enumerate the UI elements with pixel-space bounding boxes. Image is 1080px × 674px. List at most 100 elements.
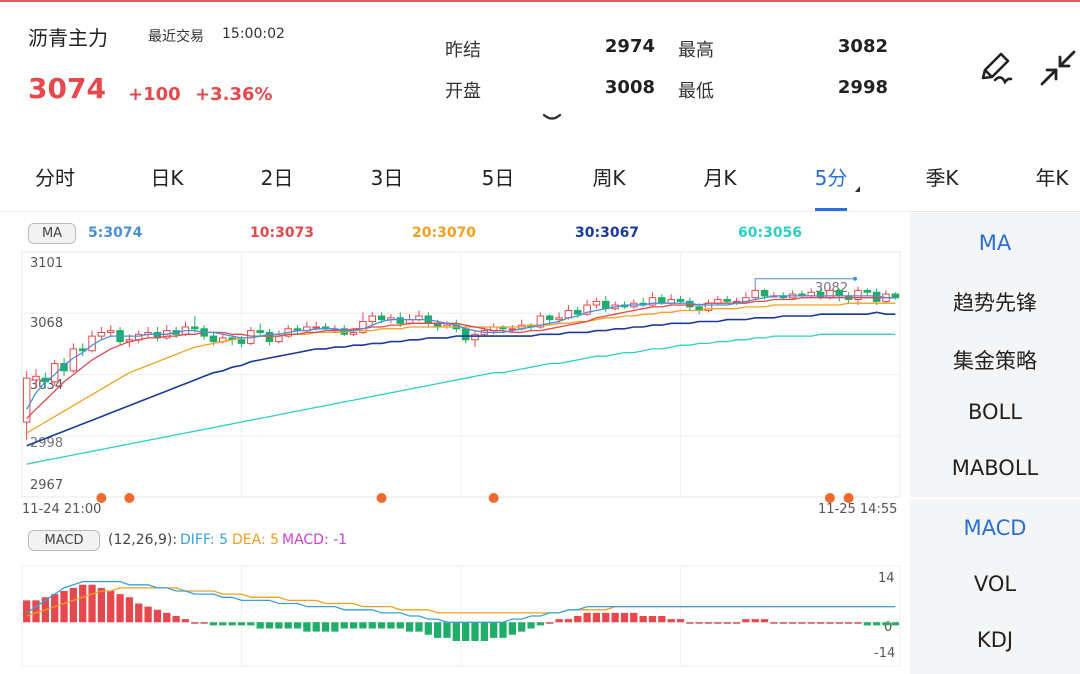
macd-bar xyxy=(564,619,573,623)
tab-daily-k[interactable]: 日K xyxy=(150,166,184,190)
candle-body xyxy=(237,339,246,344)
macd-bar xyxy=(555,619,563,623)
macd-bar xyxy=(284,622,292,629)
macd-bar xyxy=(658,616,666,623)
macd-bar xyxy=(732,622,741,624)
side-item-gold-strategy[interactable]: 集金策略 xyxy=(953,349,1037,373)
macd-bar xyxy=(592,612,601,623)
tab-monthly-k[interactable]: 月K xyxy=(703,166,737,190)
macd-bar xyxy=(23,600,31,623)
macd-bar xyxy=(583,612,591,623)
side-item-vol[interactable]: VOL xyxy=(973,572,1017,596)
candle-body xyxy=(349,331,358,335)
open-label: 开盘 xyxy=(445,81,481,102)
price-change: +100 xyxy=(128,84,181,105)
macd-bar xyxy=(667,619,675,623)
macd-bar xyxy=(788,622,797,624)
ma20-value: 20:3070 xyxy=(412,225,477,241)
tab-5-minute[interactable]: 5分 xyxy=(814,166,848,190)
low-price-marker: 2998 xyxy=(30,436,64,451)
macd-bar xyxy=(359,622,367,629)
tab-quarterly-k[interactable]: 季K xyxy=(925,166,959,190)
macd-bar xyxy=(340,622,348,629)
candle-body xyxy=(826,289,834,299)
candle-body xyxy=(760,289,769,297)
ma-indicator-badge[interactable]: MA xyxy=(28,223,76,244)
tab-yearly-k[interactable]: 年K xyxy=(1035,166,1069,190)
signal-dot xyxy=(96,493,107,503)
macd-bar xyxy=(32,600,40,623)
macd-bar xyxy=(256,622,264,629)
macd-bar xyxy=(424,622,432,635)
macd-bar xyxy=(303,622,311,632)
high-value: 3082 xyxy=(837,36,888,57)
last-trade-time: 15:00:02 xyxy=(222,26,285,42)
side-panel-divider xyxy=(910,497,1080,500)
macd-bar xyxy=(751,619,759,623)
shrink-icon[interactable] xyxy=(1038,48,1078,88)
macd-bar xyxy=(844,622,853,624)
macd-dea-value: DEA: 5 xyxy=(232,532,280,548)
macd-bar xyxy=(387,622,395,629)
macd-bar xyxy=(863,622,871,626)
side-item-maboll[interactable]: MABOLL xyxy=(951,456,1039,480)
tab-3-day[interactable]: 3日 xyxy=(370,166,404,190)
tab-2-day[interactable]: 2日 xyxy=(260,166,294,190)
macd-bar xyxy=(742,619,750,623)
active-tab-indicator xyxy=(815,208,847,211)
macd-bar xyxy=(480,622,488,641)
macd-bar xyxy=(723,622,731,624)
period-tabs: 分时 日K 2日 3日 5日 周K 月K 5分 季K 年K xyxy=(0,150,1080,212)
macd-bar xyxy=(676,619,685,623)
ma5-line xyxy=(26,295,896,410)
macd-bar xyxy=(144,606,152,623)
price-change-percent: +3.36% xyxy=(195,84,273,105)
y-tick-upper: 3068 xyxy=(30,316,64,331)
candle-body xyxy=(732,300,741,303)
candle-body xyxy=(835,289,844,297)
indicator-side-panel xyxy=(910,213,1080,674)
candle-body xyxy=(592,300,601,306)
chevron-down-icon[interactable] xyxy=(540,110,564,126)
side-item-trend-pioneer[interactable]: 趋势先锋 xyxy=(953,291,1037,315)
side-item-macd[interactable]: MACD xyxy=(963,516,1027,540)
macd-bar xyxy=(704,622,713,624)
tab-weekly-k[interactable]: 周K xyxy=(592,166,626,190)
macd-bar xyxy=(462,622,470,641)
macd-bar xyxy=(172,616,180,623)
macd-bar xyxy=(499,622,507,638)
candle-body xyxy=(648,297,657,306)
side-item-kdj[interactable]: KDJ xyxy=(976,628,1014,652)
macd-bar xyxy=(546,622,554,624)
open-value: 3008 xyxy=(604,77,655,98)
macd-bar xyxy=(396,622,404,629)
macd-bar xyxy=(443,622,451,638)
macd-bar xyxy=(891,622,899,626)
macd-bar xyxy=(508,622,517,635)
candle-body xyxy=(583,304,591,315)
macd-bar xyxy=(293,622,302,629)
macd-tick-zero: 0 xyxy=(884,620,893,635)
ma30-line xyxy=(26,311,896,447)
candle-body xyxy=(32,375,40,381)
high-label: 最高 xyxy=(678,40,714,61)
tab-5-day[interactable]: 5日 xyxy=(481,166,515,190)
tab-dropdown-caret-icon[interactable] xyxy=(855,186,860,192)
last-price: 3074 xyxy=(28,72,106,105)
candle-body xyxy=(312,326,320,329)
macd-bar xyxy=(60,591,68,623)
edit-icon[interactable] xyxy=(975,48,1015,88)
macd-indicator-badge[interactable]: MACD xyxy=(28,530,100,551)
candle-body xyxy=(396,317,405,324)
macd-bar xyxy=(237,622,246,626)
macd-bar xyxy=(209,622,218,626)
macd-bar xyxy=(760,619,769,623)
macd-bar xyxy=(536,622,545,626)
tab-intraday[interactable]: 分时 xyxy=(35,166,75,190)
macd-diff-value: DIFF: 5 xyxy=(180,532,229,548)
candle-body xyxy=(816,291,825,299)
side-item-boll[interactable]: BOLL xyxy=(968,400,1022,424)
candle-body xyxy=(602,300,610,310)
side-item-ma[interactable]: MA xyxy=(978,231,1012,255)
